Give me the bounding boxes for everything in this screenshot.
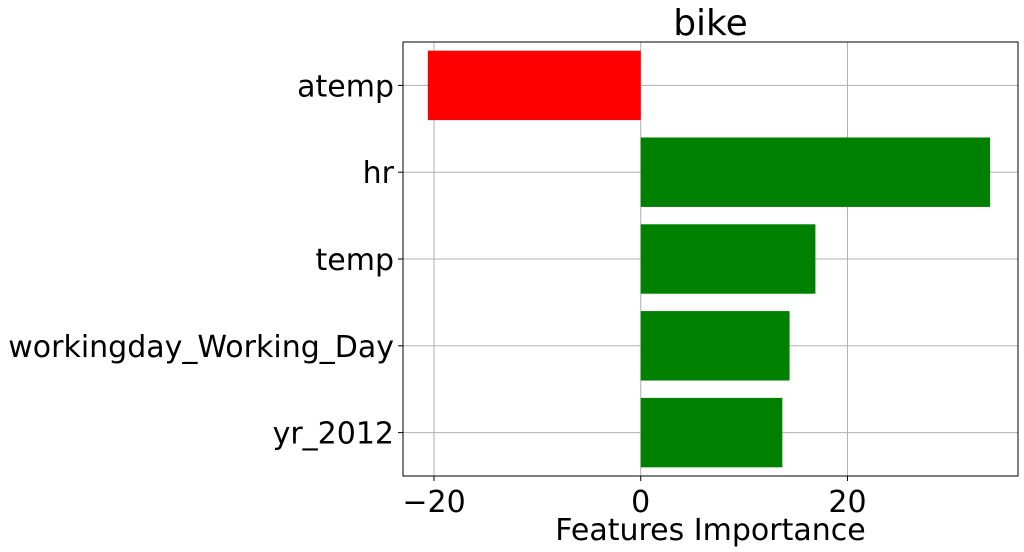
x-axis-label: Features Importance xyxy=(555,513,865,548)
category-label: workingday_Working_Day xyxy=(8,330,394,365)
bar-atemp xyxy=(427,50,641,121)
x-tick-label: 20 xyxy=(828,485,866,520)
category-label: temp xyxy=(316,243,395,278)
bar-temp xyxy=(640,224,816,294)
bar-workingday-working-day xyxy=(640,311,790,381)
chart-title: bike xyxy=(673,3,748,44)
bar-yr-2012 xyxy=(640,397,783,468)
bars xyxy=(427,50,991,468)
category-label: hr xyxy=(363,156,395,191)
x-tick-label: −20 xyxy=(402,485,465,520)
x-ticks: −20 0 20 xyxy=(398,84,867,520)
category-label: atemp xyxy=(297,69,394,104)
bar-hr xyxy=(640,137,991,207)
category-labels: atemp hr temp workingday_Working_Day yr_2012 xyxy=(8,69,394,451)
category-label: yr_2012 xyxy=(273,417,394,452)
x-tick-label: 0 xyxy=(631,485,650,520)
